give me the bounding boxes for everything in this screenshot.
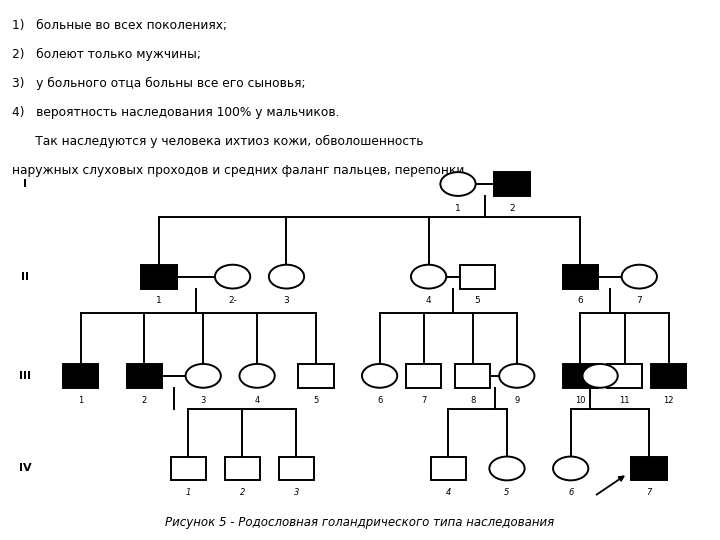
Text: 5: 5 [504, 488, 510, 497]
Text: II: II [21, 272, 29, 282]
Bar [225, 456, 260, 481]
Bar [455, 364, 490, 388]
Circle shape [269, 265, 304, 288]
Text: 1: 1 [186, 488, 192, 497]
Text: наружных слуховых проходов и средних фаланг пальцев, перепонки: наружных слуховых проходов и средних фал… [12, 164, 464, 177]
Text: 4: 4 [254, 396, 260, 404]
Circle shape [215, 265, 251, 288]
Circle shape [240, 364, 275, 388]
Bar [279, 456, 314, 481]
Circle shape [441, 172, 476, 196]
Bar [607, 364, 642, 388]
Bar [651, 364, 686, 388]
Text: Так наследуются у человека ихтиоз кожи, обволошенность: Так наследуются у человека ихтиоз кожи, … [12, 135, 423, 148]
Text: 7: 7 [647, 488, 652, 497]
Text: 8: 8 [470, 396, 475, 404]
Text: 4: 4 [446, 488, 451, 497]
Text: 10: 10 [575, 396, 586, 404]
Text: 5: 5 [313, 396, 318, 404]
Text: 4: 4 [426, 296, 431, 306]
Bar [494, 172, 529, 196]
Circle shape [362, 364, 397, 388]
Text: 2: 2 [142, 396, 147, 404]
Circle shape [186, 364, 221, 388]
Circle shape [553, 456, 588, 481]
Text: 2: 2 [240, 488, 245, 497]
Text: 2: 2 [509, 204, 515, 213]
Bar [63, 364, 99, 388]
Bar [460, 265, 495, 288]
Text: 2)   болеют только мужчины;: 2) болеют только мужчины; [12, 48, 201, 61]
Text: 1: 1 [78, 396, 84, 404]
Text: III: III [19, 371, 31, 381]
Text: 7: 7 [421, 396, 426, 404]
Bar [127, 364, 162, 388]
Text: 1: 1 [156, 296, 162, 306]
Text: 1: 1 [455, 204, 461, 213]
Circle shape [411, 265, 446, 288]
Text: I: I [23, 179, 27, 189]
Text: 5: 5 [474, 296, 480, 306]
Text: 6: 6 [577, 296, 583, 306]
Text: 3: 3 [284, 296, 289, 306]
Text: 7: 7 [636, 296, 642, 306]
Text: 9: 9 [514, 396, 519, 404]
Text: 6: 6 [377, 396, 382, 404]
Bar [141, 265, 176, 288]
Bar [171, 456, 206, 481]
Circle shape [490, 456, 525, 481]
Text: 4)   вероятность наследования 100% у мальчиков.: 4) вероятность наследования 100% у мальч… [12, 106, 340, 119]
Bar [406, 364, 441, 388]
Text: 6: 6 [568, 488, 573, 497]
Circle shape [582, 364, 618, 388]
Text: 3: 3 [294, 488, 299, 497]
Bar [563, 265, 598, 288]
Text: 3: 3 [200, 396, 206, 404]
Text: Рисунок 5 - Родословная голандрического типа наследования: Рисунок 5 - Родословная голандрического … [166, 516, 554, 529]
Text: 2-: 2- [228, 296, 237, 306]
Text: IV: IV [19, 463, 31, 474]
Text: 11: 11 [619, 396, 630, 404]
Text: 12: 12 [663, 396, 674, 404]
Circle shape [621, 265, 657, 288]
Circle shape [499, 364, 534, 388]
Text: 1)   больные во всех поколениях;: 1) больные во всех поколениях; [12, 18, 227, 32]
Bar [431, 456, 466, 481]
Text: 3)   у больного отца больны все его сыновья;: 3) у больного отца больны все его сыновь… [12, 77, 305, 90]
Bar [631, 456, 667, 481]
Bar [298, 364, 333, 388]
Bar [563, 364, 598, 388]
